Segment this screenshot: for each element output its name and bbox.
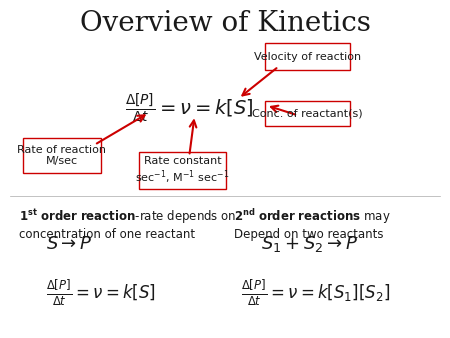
FancyBboxPatch shape [22,138,101,173]
Text: $S_1 + S_2 \rightarrow P$: $S_1 + S_2 \rightarrow P$ [261,235,358,255]
Text: $\frac{\Delta[P]}{\Delta t} = \nu = k[S]$: $\frac{\Delta[P]}{\Delta t} = \nu = k[S]… [46,278,156,308]
Text: Overview of Kinetics: Overview of Kinetics [80,10,370,37]
Text: Conc. of reactant(s): Conc. of reactant(s) [252,109,363,119]
Text: Rate constant
sec$^{-1}$, M$^{-1}$ sec$^{-1}$: Rate constant sec$^{-1}$, M$^{-1}$ sec$^… [135,155,230,186]
Text: $\frac{\Delta[P]}{\Delta t} = \nu = k[S]$: $\frac{\Delta[P]}{\Delta t} = \nu = k[S]… [125,92,253,125]
Text: $\mathbf{2^{nd}}$ $\mathbf{order\ reactions}$ may
Depend on two reactants: $\mathbf{2^{nd}}$ $\mathbf{order\ reacti… [234,208,391,241]
Text: Rate of reaction
M/sec: Rate of reaction M/sec [17,145,106,166]
FancyBboxPatch shape [265,43,350,70]
Text: $\frac{\Delta[P]}{\Delta t} = \nu = k[S_1][S_2]$: $\frac{\Delta[P]}{\Delta t} = \nu = k[S_… [241,278,390,308]
FancyBboxPatch shape [139,152,226,189]
FancyBboxPatch shape [265,101,350,126]
Text: $\mathbf{1^{st}}$ $\mathbf{order\ reaction}$-rate depends on
concentration of on: $\mathbf{1^{st}}$ $\mathbf{order\ reacti… [19,208,237,241]
Text: Velocity of reaction: Velocity of reaction [254,52,361,62]
Text: $S \rightarrow P$: $S \rightarrow P$ [46,236,92,254]
